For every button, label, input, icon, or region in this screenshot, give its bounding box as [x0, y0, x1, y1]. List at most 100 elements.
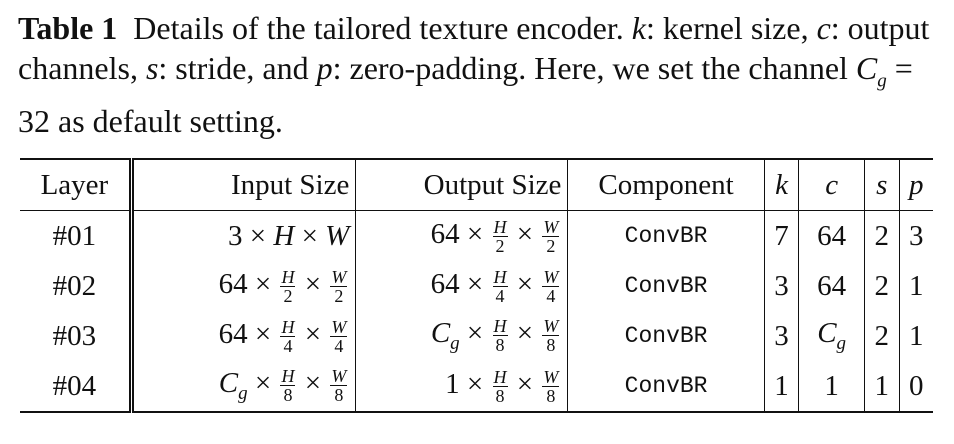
in-h: H [273, 219, 295, 252]
frac-denominator: 4 [546, 285, 556, 306]
caption-p-desc: : zero-padding. Here, we set the channel [332, 50, 848, 86]
frac-denominator: 8 [546, 385, 556, 406]
cell-k: 7 [764, 210, 800, 261]
table-header-row: Layer Input Size Output Size Component k… [20, 159, 933, 211]
caption-k-desc: : kernel size, [645, 10, 809, 46]
header-k: k [764, 159, 800, 211]
frac-numerator: W [330, 266, 348, 287]
cell-layer: #04 [20, 361, 134, 413]
header-layer: Layer [20, 159, 134, 211]
frac-numerator: H [492, 316, 508, 337]
cell-component: ConvBR [567, 361, 765, 413]
cell-component: ConvBR [567, 261, 765, 311]
cell-c: 64 [798, 261, 866, 311]
cell-k: 1 [764, 361, 800, 413]
caption-s-symbol: s [145, 50, 159, 86]
frac-numerator: W [542, 216, 560, 237]
frac-numerator: W [542, 266, 560, 287]
frac-numerator: H [280, 266, 296, 287]
in-times: × [304, 267, 322, 300]
encoder-table: Layer Input Size Output Size Component k… [20, 158, 933, 413]
out-times: × [516, 217, 534, 250]
caption-p-symbol: p [316, 50, 333, 86]
in-times-a: × [254, 367, 272, 400]
frac-denominator: 2 [495, 235, 505, 256]
cell-layer: #02 [20, 261, 134, 311]
cell-component: ConvBR [567, 311, 765, 361]
frac-denominator: 8 [495, 385, 505, 406]
caption-c-symbol: c [816, 10, 831, 46]
caption-c-desc: : output channels, [18, 10, 930, 86]
frac-denominator: 8 [495, 335, 505, 356]
caption-cg-subscript: g [877, 70, 887, 92]
c-cg-subscript: g [836, 332, 847, 354]
out-cg-subscript: g [450, 332, 460, 354]
cell-component: ConvBR [567, 210, 765, 261]
frac-denominator: 4 [283, 335, 293, 356]
header-p: p [909, 168, 924, 201]
cell-c: 64 [798, 210, 866, 261]
cell-k: 3 [764, 311, 800, 361]
in-factor: 3 × [228, 219, 267, 252]
in-times: × [301, 219, 318, 252]
header-input-size: Input Size [131, 159, 357, 211]
header-s: s [864, 159, 900, 211]
out-factor: 64 × [430, 267, 484, 300]
out-cg-symbol: C [430, 317, 451, 350]
out-factor: 64 × [430, 217, 484, 250]
cell-input-size: 3 × H × W [131, 210, 357, 261]
cell-p: 1 [909, 269, 924, 302]
in-times: × [304, 367, 322, 400]
cell-p: 1 [909, 319, 924, 352]
cell-c: 1 [798, 361, 866, 413]
out-times: × [516, 267, 534, 300]
frac-numerator: H [280, 316, 296, 337]
caption-text: Details of the tailored texture encoder. [133, 10, 624, 46]
cell-layer: #01 [20, 210, 134, 261]
frac-numerator: H [280, 366, 296, 387]
frac-denominator: 2 [546, 235, 556, 256]
frac-numerator: W [330, 366, 348, 387]
in-w: W [325, 219, 350, 252]
out-times: × [516, 367, 534, 400]
frac-denominator: 4 [495, 285, 505, 306]
in-times: × [304, 317, 322, 350]
cell-s: 2 [864, 311, 900, 361]
frac-denominator: 2 [334, 285, 344, 306]
in-cg-subscript: g [238, 382, 248, 404]
frac-denominator: 4 [334, 335, 344, 356]
cell-p: 0 [899, 361, 933, 413]
caption-cg-symbol: C [855, 50, 878, 86]
in-factor: 64 × [218, 317, 272, 350]
cell-s: 2 [864, 261, 900, 311]
cell-c: Cg [798, 311, 866, 361]
out-times-a: × [466, 317, 484, 350]
frac-numerator: W [542, 366, 560, 387]
frac-numerator: H [492, 266, 508, 287]
header-output-size: Output Size [355, 159, 569, 211]
caption-label: Table 1 [18, 10, 118, 46]
frac-numerator: W [330, 316, 348, 337]
out-factor: 1 × [445, 367, 484, 400]
header-component: Component [567, 159, 765, 211]
table-caption: Table 1 Details of the tailored texture … [18, 8, 943, 141]
cell-s: 1 [864, 361, 900, 413]
